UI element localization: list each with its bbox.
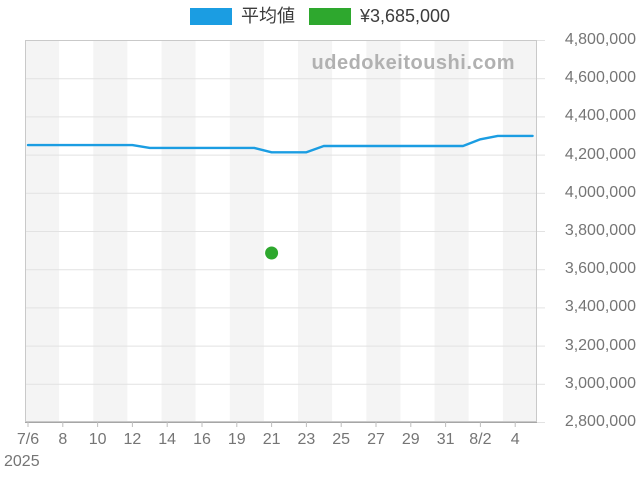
y-axis-label: 3,400,000 [564,298,636,316]
legend-item-average[interactable]: 平均値 [189,6,295,26]
x-axis-label: 19 [227,431,246,448]
y-axis-label: 4,000,000 [564,183,636,201]
x-axis-label: 25 [332,431,351,448]
x-axis-label: 10 [88,431,107,448]
watermark: udedokeitoushi.com [311,52,515,74]
x-axis-label: 7/6 [16,431,40,448]
y-axis-label: 2,800,000 [564,413,636,430]
listing-price-point [265,246,279,260]
average-price-line [26,134,534,154]
x-axis-label: 8/2 [469,431,492,448]
x-axis-label: 31 [436,431,455,448]
y-axis-label: 3,800,000 [564,222,636,239]
x-axis-label: 16 [193,431,211,448]
legend-swatch-average [189,7,232,25]
x-axis-label: 8 [58,431,68,448]
plot-border [25,40,537,422]
y-axis-label: 3,000,000 [564,374,636,392]
x-axis-label: 12 [123,431,142,448]
x-axis-label: 27 [367,431,385,448]
x-axis-label: 23 [297,431,316,448]
legend-swatch-listing-price [308,7,351,25]
x-axis-label: 21 [262,431,281,448]
y-axis-label: 4,400,000 [564,107,636,125]
y-axis-label: 4,800,000 [564,31,636,48]
legend-label-listing-price: ¥3,685,000 [359,6,451,26]
legend-item-listing-price[interactable]: ¥3,685,000 [308,6,451,26]
x-axis-label: 4 [510,431,520,448]
legend-label-average: 平均値 [240,6,295,26]
y-axis-label: 3,200,000 [564,336,636,354]
y-axis-label: 4,600,000 [564,69,636,87]
x-axis-label: 14 [158,431,177,448]
chart-legend: 平均値 ¥3,685,000 [0,7,640,25]
x-axis-label: 29 [401,431,420,448]
x-axis-year-label: 2025 [4,453,40,470]
y-axis-label: 3,600,000 [564,260,636,278]
y-axis-label: 4,200,000 [564,145,636,163]
